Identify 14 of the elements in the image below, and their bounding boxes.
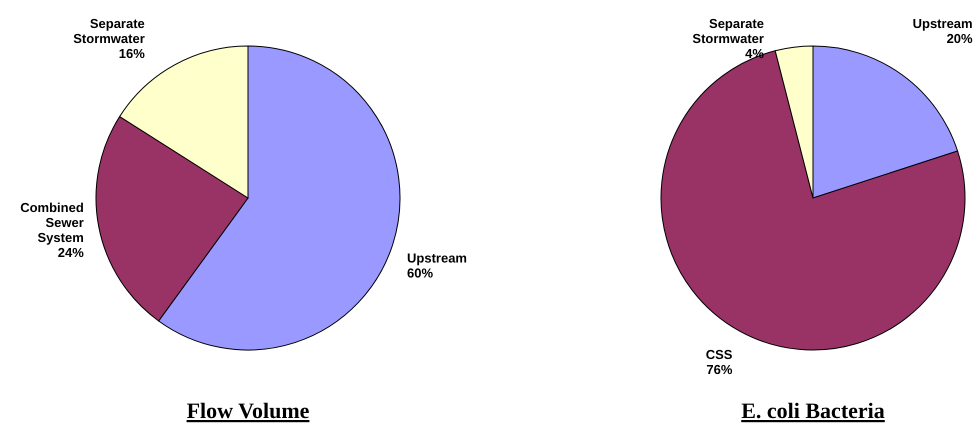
slice-label: Upstream xyxy=(912,16,973,31)
data-label: 60% xyxy=(407,266,434,281)
slice-label: Upstream xyxy=(407,250,467,266)
text: Flow Volume xyxy=(186,398,310,423)
text: E. coli Bacteria xyxy=(741,398,885,423)
slice-label: Separate Stormwater xyxy=(692,16,764,46)
slice-label: Separate Stormwater xyxy=(73,16,145,46)
data-label: 4% xyxy=(745,46,764,61)
data-label: 20% xyxy=(946,31,974,46)
slice-label: CSS xyxy=(706,347,733,362)
slice-label: Combined Sewer System xyxy=(20,200,84,245)
data-label: 16% xyxy=(118,46,146,61)
data-label: 76% xyxy=(706,362,733,378)
data-label: 24% xyxy=(58,244,84,260)
